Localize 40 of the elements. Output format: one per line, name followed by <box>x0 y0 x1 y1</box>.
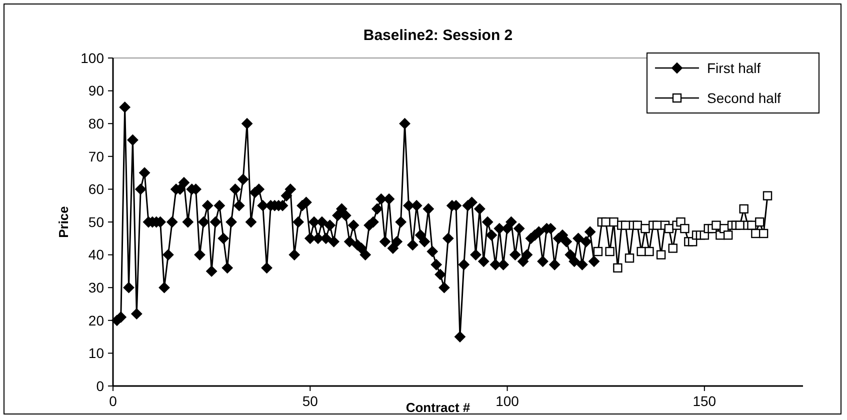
y-tick-label: 100 <box>80 50 104 66</box>
point <box>640 224 650 234</box>
x-axis-title: Contract # <box>406 400 471 415</box>
x-tick-label: 50 <box>302 393 318 409</box>
x-tick-label: 150 <box>692 393 716 409</box>
point <box>712 220 721 230</box>
point <box>609 217 618 227</box>
y-tick-label: 80 <box>88 116 104 132</box>
point <box>613 263 622 273</box>
point <box>762 191 772 200</box>
y-tick-label: 90 <box>88 82 104 99</box>
y-tick-label: 30 <box>88 280 104 296</box>
point <box>747 220 756 230</box>
y-tick-label: 40 <box>88 246 104 263</box>
legend-label: Second half <box>707 90 782 106</box>
y-tick-label: 10 <box>88 345 104 362</box>
point <box>668 244 678 253</box>
y-tick-label: 60 <box>88 181 104 198</box>
point <box>620 220 630 230</box>
chart-title: Baseline2: Session 2 <box>363 27 513 44</box>
y-tick-label: 50 <box>88 214 104 230</box>
y-tick-label: 70 <box>88 148 104 164</box>
y-tick-label: 0 <box>96 378 104 394</box>
point <box>593 246 603 256</box>
x-tick-label: 0 <box>109 393 118 409</box>
point <box>758 228 768 238</box>
point <box>723 230 733 240</box>
point <box>624 253 634 263</box>
point <box>656 250 666 260</box>
point <box>755 217 764 227</box>
point <box>632 220 642 230</box>
x-tick-label: 100 <box>496 393 520 409</box>
point <box>644 246 654 256</box>
y-tick-label: 20 <box>88 312 104 328</box>
point <box>652 220 662 230</box>
y-axis-title: Price <box>56 206 71 238</box>
legend-label: First half <box>707 60 761 76</box>
point <box>680 224 690 234</box>
point <box>739 204 748 214</box>
point <box>605 246 614 256</box>
